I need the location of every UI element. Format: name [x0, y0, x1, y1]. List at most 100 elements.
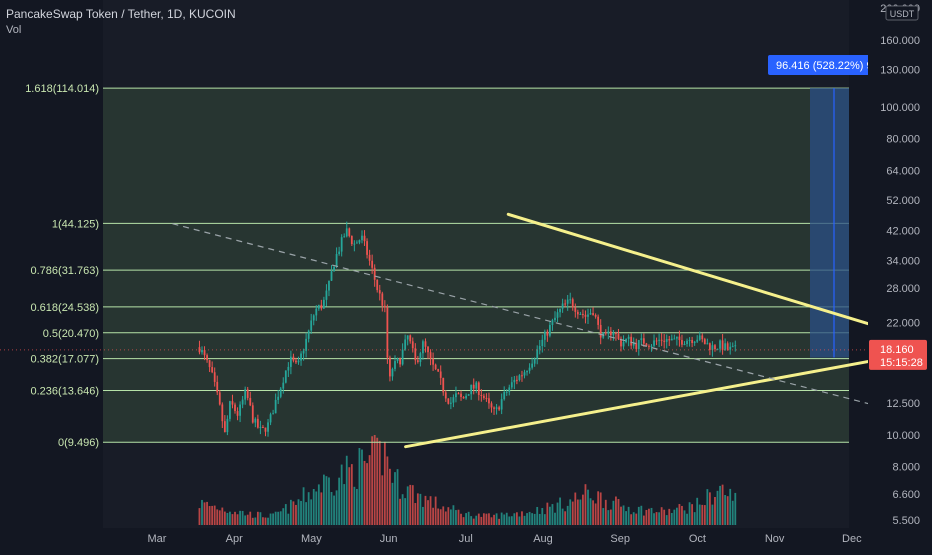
volume-bar: [356, 488, 358, 525]
candle-body: [701, 335, 704, 340]
volume-bar: [447, 507, 450, 525]
candle-body: [325, 290, 328, 300]
volume-bar: [505, 512, 508, 525]
candle-body: [289, 356, 292, 367]
candle-body: [675, 336, 678, 339]
candle-body: [485, 397, 488, 399]
volume-bar: [625, 511, 627, 525]
candle-body: [460, 393, 462, 397]
candle-body: [561, 303, 564, 309]
measure-label-box: [768, 55, 872, 75]
volume-bar: [335, 490, 338, 525]
volume-bar: [366, 463, 368, 525]
volume-bar: [282, 508, 285, 525]
volume-bar: [541, 508, 544, 525]
volume-bar: [711, 504, 714, 525]
candle-body: [282, 382, 285, 389]
candle-body: [262, 427, 264, 429]
volume-bar: [678, 504, 681, 525]
volume-bar: [310, 499, 313, 525]
volume-bar: [322, 474, 325, 525]
volume-bar: [284, 504, 287, 525]
candle-body: [462, 396, 465, 399]
volume-bar: [246, 514, 249, 525]
volume-bar: [574, 492, 577, 525]
volume-bar: [683, 510, 686, 525]
volume-bar: [503, 514, 506, 525]
candle-body: [630, 336, 633, 346]
volume-bar: [703, 505, 706, 525]
volume-bar: [523, 515, 526, 525]
candle-body: [422, 341, 424, 354]
candle-body: [198, 347, 201, 353]
volume-bar: [234, 511, 236, 525]
price-axis: [868, 0, 932, 550]
candle-body: [391, 368, 394, 377]
volume-bar: [368, 455, 371, 525]
volume-bar: [696, 497, 699, 525]
volume-bar: [675, 507, 678, 525]
candle-body: [312, 315, 315, 321]
volume-bar: [376, 437, 379, 525]
candle-body: [632, 343, 635, 346]
volume-bar: [569, 499, 572, 525]
price-tick: 22.000: [886, 317, 920, 329]
volume-bar: [317, 484, 320, 525]
volume-bar: [411, 485, 414, 525]
volume-bar: [571, 501, 574, 525]
volume-bar: [485, 513, 488, 525]
candle-body: [284, 370, 287, 383]
volume-bar: [419, 493, 422, 525]
volume-bar: [480, 516, 483, 525]
candle-body: [330, 271, 333, 281]
volume-bar: [287, 513, 290, 525]
candle-body: [259, 427, 262, 429]
candle-body: [310, 320, 313, 331]
candle-body: [201, 350, 203, 353]
candle-body: [394, 361, 396, 369]
volume-bar: [389, 468, 391, 525]
candle-body: [582, 313, 584, 315]
candle-body: [571, 299, 574, 308]
volume-bar: [416, 493, 419, 525]
volume-bar: [721, 484, 724, 525]
candle-body: [218, 392, 221, 405]
candle-body: [508, 387, 511, 392]
volume-bar: [615, 496, 617, 525]
volume-bar: [604, 499, 607, 525]
candle-body: [726, 343, 729, 350]
candle-body: [234, 404, 236, 412]
volume-bar: [373, 434, 376, 525]
candle-body: [495, 407, 498, 409]
price-tick: 130.000: [880, 64, 920, 76]
volume-label[interactable]: Vol: [6, 24, 22, 36]
volume-bar: [531, 513, 534, 525]
volume-bar: [198, 508, 201, 525]
candle-body: [386, 307, 389, 358]
time-tick: Apr: [226, 533, 243, 545]
candle-body: [465, 395, 468, 399]
volume-bar: [399, 498, 401, 525]
candle-body: [371, 260, 374, 268]
volume-bar: [386, 456, 389, 525]
volume-bar: [216, 509, 219, 525]
candle-body: [693, 341, 696, 344]
candle-body: [406, 335, 409, 340]
price-tick: 160.000: [880, 35, 920, 47]
candle-body: [432, 358, 434, 365]
symbol-title[interactable]: PancakeSwap Token / Tether, 1D, KUCOIN: [6, 7, 236, 21]
candle-body: [503, 392, 506, 400]
time-tick: Dec: [842, 533, 862, 545]
volume-bar: [729, 488, 732, 525]
candle-body: [543, 331, 546, 340]
candle-body: [688, 339, 691, 341]
volume-bar: [262, 517, 264, 525]
volume-bar: [206, 501, 208, 525]
volume-bar: [640, 505, 643, 525]
candle-body: [551, 320, 554, 325]
volume-bar: [691, 504, 694, 525]
candle-body: [637, 340, 640, 349]
volume-bar: [576, 499, 579, 525]
